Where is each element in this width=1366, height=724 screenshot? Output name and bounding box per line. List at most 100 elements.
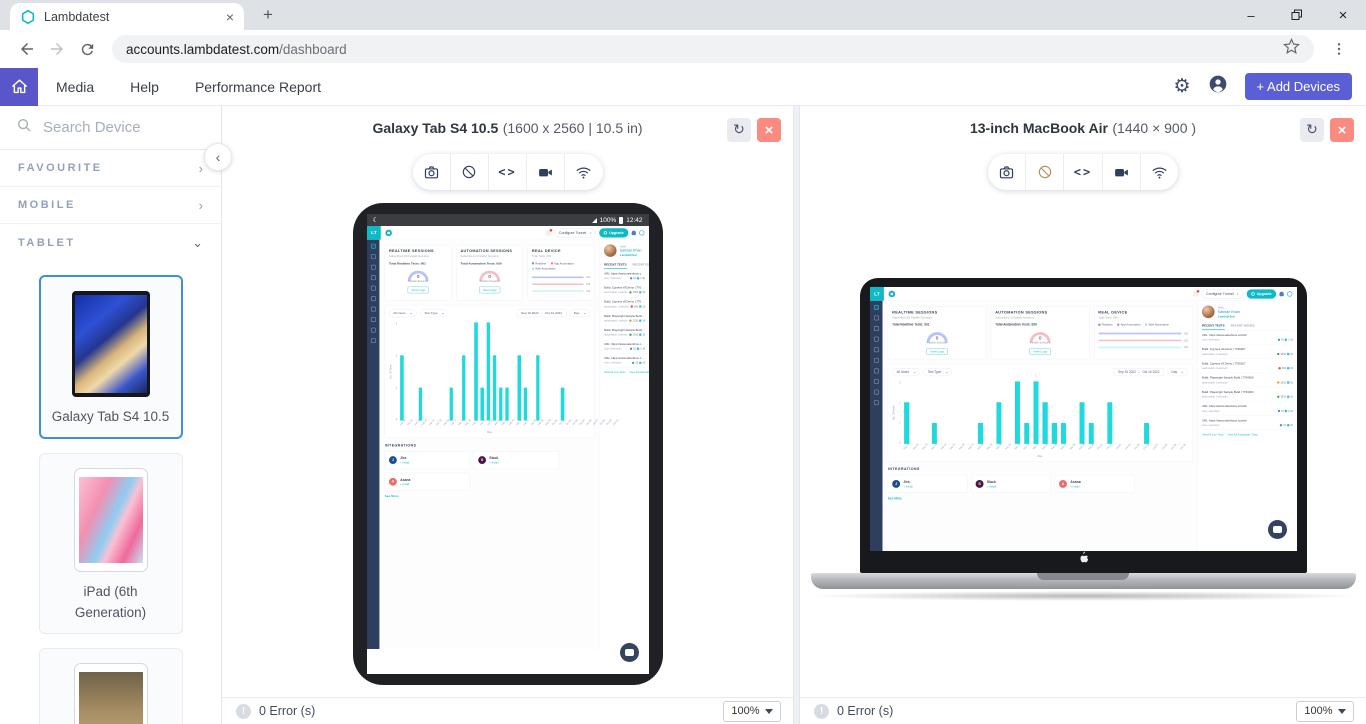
upgrade-button[interactable]: Upgrade [1246,289,1276,299]
menu-media[interactable]: Media [56,78,95,95]
nav-icon[interactable] [370,264,376,270]
view-logs-button[interactable]: View Logs [478,286,500,294]
bookmark-star-icon[interactable] [1283,38,1300,60]
nav-icon[interactable] [370,327,376,333]
date-range-picker[interactable]: Sep 10 2022- Oct 10 2022 [516,309,566,318]
window-restore-button[interactable] [1274,0,1320,30]
nav-icon[interactable] [370,338,376,344]
nav-icon[interactable] [370,296,376,302]
install-link[interactable]: + Install [986,484,996,488]
add-devices-button[interactable]: + Add Devices [1244,73,1352,100]
nav-home-icon[interactable] [873,304,879,310]
granularity-dropdown[interactable]: Day ⌄ [1166,368,1188,377]
nav-icon[interactable] [873,400,879,406]
integration-card[interactable]: A Asana + Install [384,472,470,491]
integration-card[interactable]: J Jira + Install [384,451,470,469]
view-all-automation-tests-link[interactable]: View All Automation Tests [1227,433,1258,437]
chat-bubble-button[interactable] [1267,520,1287,539]
device-card-ipad-6[interactable]: iPad (6th Generation) [38,453,183,634]
screenshot-camera-icon[interactable] [988,154,1027,190]
search-device-input[interactable] [43,119,193,136]
wifi-icon[interactable] [1141,154,1178,190]
test-type-filter-dropdown[interactable]: Test Type ⌄ [419,309,448,318]
granularity-dropdown[interactable]: Day ⌄ [569,309,590,318]
zoom-level-dropdown[interactable]: 100% [723,700,781,722]
menu-performance-report[interactable]: Performance Report [194,78,321,95]
block-icon[interactable] [451,154,489,190]
integration-card[interactable]: S Slack + Install [473,451,559,469]
see-more-link[interactable]: See More [887,496,902,501]
nav-icon[interactable] [873,315,879,321]
users-filter-dropdown[interactable]: All Users ⌄ [388,309,417,318]
close-device-button[interactable]: × [1330,118,1354,142]
macbook-screen[interactable]: LT Configure Tunnel ⌄ Upgrade [869,287,1297,551]
device-card-ipad[interactable] [38,647,183,724]
recent-test-row[interactable]: Build: Cypress v9 Demo | 7760027 automat… [1201,345,1293,359]
nav-icon[interactable] [873,368,879,374]
recent-test-row[interactable]: Build: Playwright Sample Build | 7764000… [603,325,645,340]
install-link[interactable]: + Install [399,482,409,486]
sidebar-section-tablet[interactable]: TABLET ⌄ [0,224,221,261]
block-icon[interactable] [1026,154,1065,190]
sidebar-section-favourite[interactable]: FAVOURITE › [0,150,221,187]
window-close-button[interactable]: × [1338,6,1348,24]
nav-icon[interactable] [370,254,376,260]
back-button[interactable] [12,34,42,64]
recent-test-row[interactable]: URL: https://www.salesforce.com/in/ Live… [603,269,645,284]
view-all-automation-tests-link[interactable]: View All Automation Tests [628,370,649,374]
app-switcher-icon[interactable] [888,290,895,298]
reload-button[interactable] [72,34,102,64]
browser-tab[interactable]: Lambdatest × [10,3,244,30]
app-switcher-icon[interactable] [384,229,392,237]
configure-tunnel-button[interactable]: Configure Tunnel ⌄ [1201,289,1243,299]
see-more-link[interactable]: See More [384,494,399,499]
lambdatest-logo[interactable]: LT [869,287,884,301]
new-tab-button[interactable]: + [263,5,273,24]
rotate-device-button[interactable]: ↻ [727,118,751,142]
nav-icon[interactable] [370,306,376,312]
tab-recent-tests[interactable]: RECENT TESTS [603,263,627,269]
recent-test-row[interactable]: Build: Playwright Sample Build | 7764000… [603,311,645,326]
account-icon[interactable] [1208,74,1228,99]
nav-icon[interactable] [370,317,376,323]
sidebar-collapse-button[interactable]: ‹ [204,143,232,171]
nav-icon[interactable] [873,347,879,353]
video-record-icon[interactable] [527,154,566,190]
integration-card[interactable]: S Slack + Install [970,475,1051,493]
recent-test-row[interactable]: Build: Playwright Sample Build | 7764000… [1201,373,1293,388]
tab-close-icon[interactable]: × [225,8,234,25]
users-filter-dropdown[interactable]: All Users ⌄ [891,368,920,377]
nav-icon[interactable] [873,379,879,384]
address-bar[interactable]: accounts.lambdatest.com/dashboard [112,35,1314,63]
nav-home-icon[interactable] [370,243,376,249]
nav-icon[interactable] [370,285,376,291]
code-icon[interactable]: <> [489,154,528,190]
recent-test-row[interactable]: URL: https://www.salesforce.com/in/ Live… [1201,330,1293,345]
integration-card[interactable]: A Asana + Install [1054,475,1134,493]
lambdatest-logo[interactable]: LT [366,225,381,240]
install-link[interactable]: + Install [1069,484,1079,488]
view-logs-button[interactable]: View Logs [926,348,948,355]
device-card-galaxy-tab[interactable]: Galaxy Tab S4 10.5 [38,275,183,440]
install-link[interactable]: + Install [488,461,498,465]
tab-recent-issues[interactable]: RECENT ISSUES [1230,324,1255,328]
recent-test-row[interactable]: Build: Cypress v9 Demo | 7760027 automat… [1201,359,1293,374]
recent-test-row[interactable]: URL: https://www.salesforce.com/in/ Live… [603,354,645,368]
view-all-live-tests-link[interactable]: View All Live Tests [603,370,626,374]
sidebar-section-mobile[interactable]: MOBILE › [0,187,221,224]
tablet-screen[interactable]: ☾ 100% 12:42 LT Configure Tunnel ⌄ Upgrade [366,214,649,674]
recent-test-row[interactable]: Build: Playwright Sample Build | 7764000… [1201,387,1293,402]
date-range-picker[interactable]: Sep 10 2022- Oct 10 2022 [1113,368,1164,377]
user-avatar-icon[interactable] [1286,291,1292,297]
nav-icon[interactable] [873,326,879,332]
browser-menu-icon[interactable] [1324,34,1354,64]
tab-recent-issues[interactable]: RECENT ISSUES [631,262,649,267]
settings-gear-icon[interactable]: ⚙ [1173,75,1191,97]
recent-test-row[interactable]: URL: https://www.salesforce.com/in/ Live… [1201,416,1293,430]
nav-icon[interactable] [873,389,879,395]
nav-icon[interactable] [370,275,376,281]
recent-test-row[interactable]: URL: https://www.salesforce.com/in/ Live… [1201,402,1293,416]
forward-button[interactable] [42,34,72,64]
nav-icon[interactable] [873,357,879,363]
rotate-device-button[interactable]: ↻ [1300,118,1324,142]
